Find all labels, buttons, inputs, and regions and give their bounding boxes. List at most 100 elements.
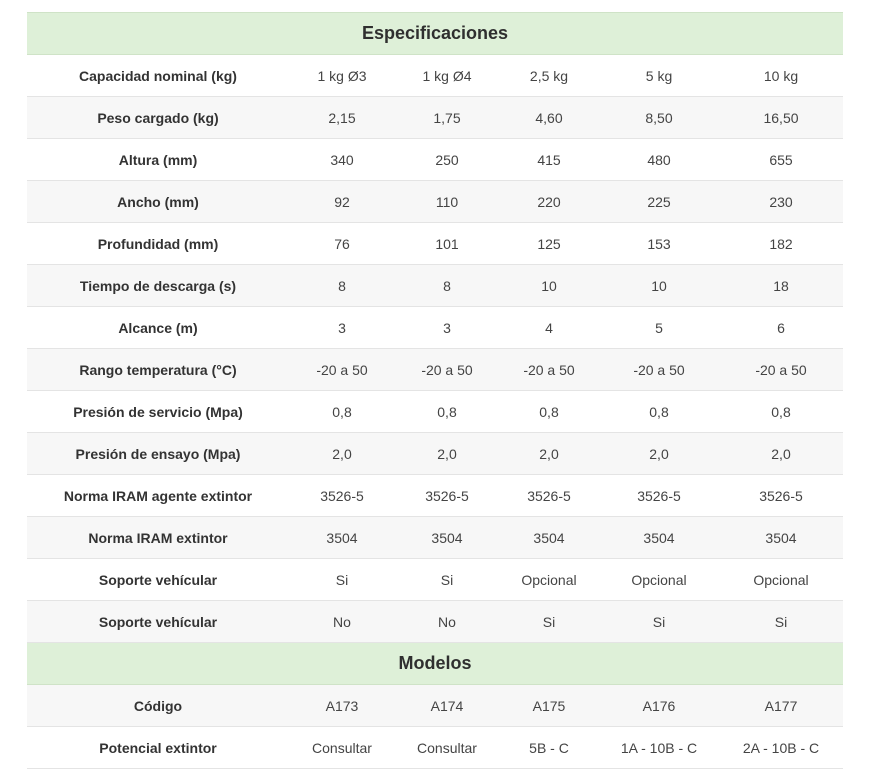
table-row-ancho: Ancho (mm) 92 110 220 225 230 <box>27 180 844 223</box>
row-label: Profundidad (mm) <box>27 222 289 265</box>
table-cell: 125 <box>499 222 599 265</box>
table-cell: Consultar <box>395 726 499 769</box>
table-cell: 0,8 <box>289 390 395 433</box>
table-cell: 5 <box>599 306 719 349</box>
section-title: Especificaciones <box>27 12 844 55</box>
table-cell: 110 <box>395 180 499 223</box>
row-label: Potencial extintor <box>27 726 289 769</box>
table-cell: A174 <box>395 684 499 727</box>
table-cell: 3526-5 <box>289 474 395 517</box>
table-cell: 2,15 <box>289 96 395 139</box>
row-label: Norma IRAM extintor <box>27 516 289 559</box>
table-row-rango-temperatura: Rango temperatura (°C) -20 a 50 -20 a 50… <box>27 348 844 391</box>
table-cell: -20 a 50 <box>599 348 719 391</box>
row-label: Presión de servicio (Mpa) <box>27 390 289 433</box>
table-cell: Si <box>719 600 844 643</box>
table-cell: 5B - C <box>499 726 599 769</box>
table-row-codigo: Código A173 A174 A175 A176 A177 <box>27 684 844 727</box>
table-cell: 6 <box>719 306 844 349</box>
table-row-peso: Peso cargado (kg) 2,15 1,75 4,60 8,50 16… <box>27 96 844 139</box>
table-cell: 225 <box>599 180 719 223</box>
table-cell: 16,50 <box>719 96 844 139</box>
row-label: Peso cargado (kg) <box>27 96 289 139</box>
table-row-altura: Altura (mm) 340 250 415 480 655 <box>27 138 844 181</box>
table-cell: 1 kg Ø3 <box>289 54 395 97</box>
table-cell: 3526-5 <box>599 474 719 517</box>
row-label: Tiempo de descarga (s) <box>27 264 289 307</box>
table-cell: 2A - 10B - C <box>719 726 844 769</box>
table-cell: 2,5 kg <box>499 54 599 97</box>
table-cell: No <box>395 600 499 643</box>
table-row-norma-agente: Norma IRAM agente extintor 3526-5 3526-5… <box>27 474 844 517</box>
table-cell: Si <box>395 558 499 601</box>
table-cell: 250 <box>395 138 499 181</box>
specifications-table: Especificaciones Capacidad nominal (kg) … <box>27 12 844 769</box>
table-row-alcance: Alcance (m) 3 3 4 5 6 <box>27 306 844 349</box>
table-cell: 2,0 <box>599 432 719 475</box>
specifications-table-body: Especificaciones Capacidad nominal (kg) … <box>27 12 844 769</box>
table-cell: 3504 <box>395 516 499 559</box>
section-title: Modelos <box>27 642 844 685</box>
table-cell: 655 <box>719 138 844 181</box>
table-cell: 3504 <box>499 516 599 559</box>
table-cell: 0,8 <box>599 390 719 433</box>
table-cell: 92 <box>289 180 395 223</box>
table-cell: 2,0 <box>395 432 499 475</box>
table-cell: 1 kg Ø4 <box>395 54 499 97</box>
table-cell: A175 <box>499 684 599 727</box>
table-cell: Si <box>599 600 719 643</box>
row-label: Norma IRAM agente extintor <box>27 474 289 517</box>
table-cell: 10 kg <box>719 54 844 97</box>
table-cell: 2,0 <box>499 432 599 475</box>
table-cell: -20 a 50 <box>395 348 499 391</box>
table-cell: 18 <box>719 264 844 307</box>
table-cell: 76 <box>289 222 395 265</box>
table-cell: A177 <box>719 684 844 727</box>
row-label: Ancho (mm) <box>27 180 289 223</box>
table-cell: 3526-5 <box>499 474 599 517</box>
table-row-potencial-extintor: Potencial extintor Consultar Consultar 5… <box>27 726 844 769</box>
table-cell: 10 <box>599 264 719 307</box>
row-label: Soporte vehícular <box>27 558 289 601</box>
table-cell: 0,8 <box>499 390 599 433</box>
table-cell: 2,0 <box>289 432 395 475</box>
table-cell: -20 a 50 <box>499 348 599 391</box>
row-label: Altura (mm) <box>27 138 289 181</box>
table-cell: 4 <box>499 306 599 349</box>
table-cell: 3504 <box>719 516 844 559</box>
table-cell: Consultar <box>289 726 395 769</box>
table-cell: 1A - 10B - C <box>599 726 719 769</box>
row-label: Alcance (m) <box>27 306 289 349</box>
row-label: Soporte vehícular <box>27 600 289 643</box>
table-cell: 3 <box>395 306 499 349</box>
table-cell: A173 <box>289 684 395 727</box>
table-cell: 3 <box>289 306 395 349</box>
table-cell: 230 <box>719 180 844 223</box>
table-cell: 480 <box>599 138 719 181</box>
table-row-tiempo-descarga: Tiempo de descarga (s) 8 8 10 10 18 <box>27 264 844 307</box>
row-label: Código <box>27 684 289 727</box>
table-cell: 101 <box>395 222 499 265</box>
table-cell: A176 <box>599 684 719 727</box>
table-cell: 4,60 <box>499 96 599 139</box>
row-label: Rango temperatura (°C) <box>27 348 289 391</box>
table-row-soporte-vehicular-2: Soporte vehícular No No Si Si Si <box>27 600 844 643</box>
section-header-modelos: Modelos <box>27 642 844 685</box>
table-cell: Opcional <box>599 558 719 601</box>
table-row-presion-servicio: Presión de servicio (Mpa) 0,8 0,8 0,8 0,… <box>27 390 844 433</box>
table-row-presion-ensayo: Presión de ensayo (Mpa) 2,0 2,0 2,0 2,0 … <box>27 432 844 475</box>
table-cell: -20 a 50 <box>289 348 395 391</box>
table-cell: 8 <box>395 264 499 307</box>
table-row-profundidad: Profundidad (mm) 76 101 125 153 182 <box>27 222 844 265</box>
table-cell: 2,0 <box>719 432 844 475</box>
table-cell: -20 a 50 <box>719 348 844 391</box>
table-cell: Opcional <box>719 558 844 601</box>
table-row-soporte-vehicular: Soporte vehícular Si Si Opcional Opciona… <box>27 558 844 601</box>
table-cell: 153 <box>599 222 719 265</box>
table-cell: 182 <box>719 222 844 265</box>
table-cell: No <box>289 600 395 643</box>
table-cell: 415 <box>499 138 599 181</box>
table-cell: Opcional <box>499 558 599 601</box>
table-cell: 3526-5 <box>395 474 499 517</box>
section-header-especificaciones: Especificaciones <box>27 12 844 55</box>
